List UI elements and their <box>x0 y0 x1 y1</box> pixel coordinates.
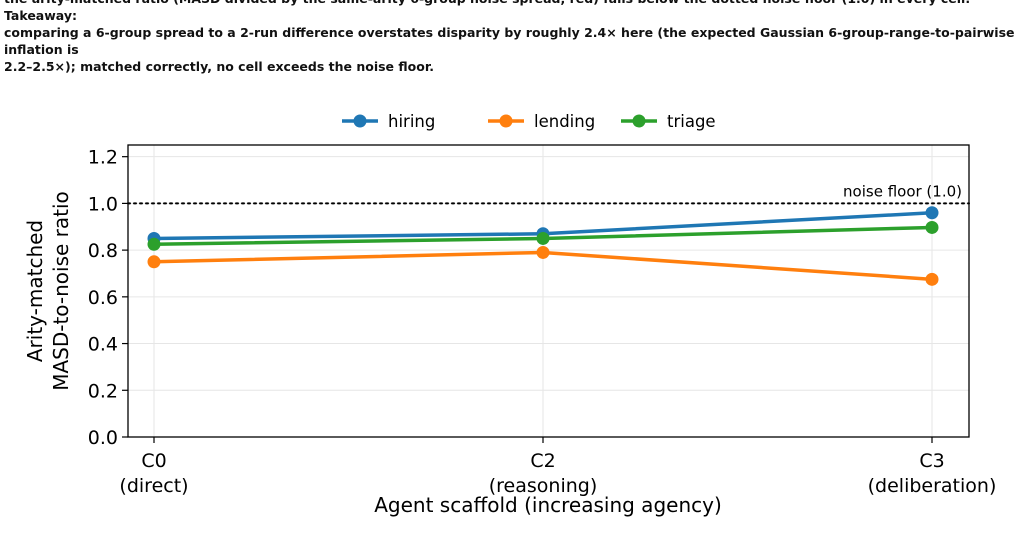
plot-frame <box>127 144 970 438</box>
y-tick-label: 0.8 <box>88 240 118 262</box>
legend-marker-lending <box>499 114 513 128</box>
reference-layer: noise floor (1.0) <box>127 182 970 205</box>
y-axis-ticks: 0.0 0.2 0.4 0.6 0.8 1.0 1.2 <box>88 147 128 449</box>
legend-marker-triage <box>632 114 646 128</box>
data-point-lending <box>147 255 161 269</box>
legend-label-hiring: hiring <box>388 112 435 131</box>
caption-line-3: 2.2–2.5×); matched correctly, no cell ex… <box>4 59 434 74</box>
y-axis-label-line-2: MASD-to-noise ratio <box>49 191 73 391</box>
data-point-triage <box>925 220 939 234</box>
data-point-lending <box>925 272 939 286</box>
y-tick-label: 0.4 <box>88 334 118 356</box>
legend: hiring lending triage <box>342 112 716 131</box>
x-tick-label: C3 <box>919 450 944 472</box>
legend-label-lending: lending <box>534 112 595 131</box>
x-tick-sublabel: (reasoning) <box>489 475 598 497</box>
series-layer <box>147 206 939 286</box>
x-tick-label: C0 <box>141 450 166 472</box>
y-tick-label: 0.0 <box>88 427 118 449</box>
x-tick-label: C2 <box>530 450 555 472</box>
data-point-hiring <box>925 206 939 220</box>
caption-line-2: comparing a 6-group spread to a 2-run di… <box>4 25 1015 57</box>
noise-floor-label: noise floor (1.0) <box>843 182 962 200</box>
data-point-triage <box>147 237 161 251</box>
y-tick-label: 1.2 <box>88 147 118 169</box>
caption-line-1: the arity-matched ratio (MASD divided by… <box>4 0 970 23</box>
x-axis-ticks: C0 (direct) C2 (reasoning) C3 (deliberation) <box>119 437 996 497</box>
x-axis-label: Agent scaffold (increasing agency) <box>374 493 722 517</box>
x-tick-sublabel: (direct) <box>119 475 188 497</box>
data-point-triage <box>536 231 550 245</box>
legend-label-triage: triage <box>667 112 716 131</box>
figure-caption: the arity-matched ratio (MASD divided by… <box>4 0 1016 75</box>
y-tick-label: 0.2 <box>88 380 118 402</box>
data-point-lending <box>536 245 550 259</box>
y-tick-label: 1.0 <box>88 193 118 215</box>
y-axis-label-line-1: Arity-matched <box>23 220 47 362</box>
legend-marker-hiring <box>353 114 367 128</box>
x-tick-sublabel: (deliberation) <box>868 475 997 497</box>
y-tick-label: 0.6 <box>88 287 118 309</box>
